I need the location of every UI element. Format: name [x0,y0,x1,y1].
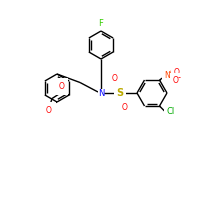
Text: -: - [178,74,181,83]
Text: F: F [99,20,103,28]
Text: O: O [112,74,118,83]
Text: O: O [122,103,128,112]
Text: O: O [58,82,64,91]
Text: O: O [174,68,179,77]
Text: O: O [173,76,178,85]
Text: +: + [168,70,173,75]
Text: N: N [98,88,104,98]
Text: S: S [116,88,124,98]
Text: N: N [165,71,170,80]
Text: O: O [46,106,52,115]
Text: Cl: Cl [166,107,175,116]
